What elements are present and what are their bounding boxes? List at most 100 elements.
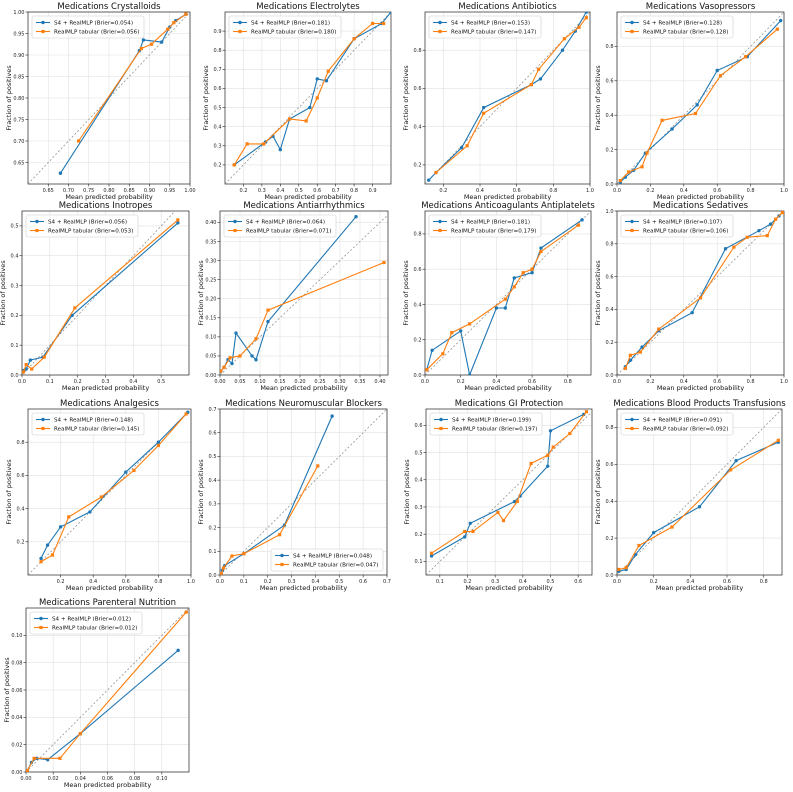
legend-marker xyxy=(280,553,284,558)
data-point xyxy=(512,276,516,280)
y-tick-label: 0.40 xyxy=(205,220,216,226)
data-point xyxy=(222,365,226,369)
data-point xyxy=(690,310,694,315)
legend: S4 + RealMLP (Brier=0.148) RealMLP tabula… xyxy=(31,412,145,436)
data-point xyxy=(389,12,391,14)
x-tick-label: 1.0 xyxy=(187,579,195,585)
plot-area xyxy=(426,410,592,575)
legend-label: S4 + RealMLP (Brier=0.064) xyxy=(246,220,325,226)
y-tick-label: 0.6 xyxy=(415,423,423,429)
perfect-calibration-line xyxy=(426,411,592,575)
y-axis-label: Fraction of positives xyxy=(0,260,7,326)
data-point xyxy=(459,145,464,150)
data-point xyxy=(172,21,176,25)
legend-label: RealMLP tabular (Brier=0.179) xyxy=(451,229,536,235)
x-axis-label: Mean predicted probability xyxy=(657,384,745,392)
plot-frame xyxy=(25,607,190,773)
legend-marker xyxy=(41,417,45,422)
y-tick-label: 0.6 xyxy=(414,86,422,92)
x-axis-label: Mean predicted probability xyxy=(264,193,352,201)
data-point xyxy=(230,361,234,366)
y-tick-label: 0.3 xyxy=(209,502,217,508)
legend-label: RealMLP tabular (Brier=0.145) xyxy=(54,427,139,433)
data-point xyxy=(539,249,543,254)
y-tick-label: 0.4 xyxy=(606,499,614,505)
legend: S4 + RealMLP (Brier=0.199) RealMLP tabula… xyxy=(429,412,543,436)
legend-label: RealMLP tabular (Brier=0.047) xyxy=(293,563,378,569)
data-point xyxy=(715,68,719,73)
data-point xyxy=(693,111,698,116)
series-line xyxy=(78,13,187,142)
x-tick-label: 0.3 xyxy=(102,379,110,385)
data-point xyxy=(330,414,334,418)
y-tick-label: 0.4 xyxy=(17,506,25,512)
y-tick-label: 0.2 xyxy=(414,163,422,169)
data-point xyxy=(745,235,749,239)
y-tick-label: 0.8 xyxy=(214,48,222,54)
y-tick-label: 0.8 xyxy=(606,242,614,248)
chart-title: Medications Electrolytes xyxy=(256,2,360,12)
x-tick-label: 0.6 xyxy=(122,579,130,585)
y-tick-label: 0.10 xyxy=(205,335,216,341)
data-point xyxy=(99,495,103,499)
legend-marker xyxy=(35,219,39,224)
x-tick-label: 0.8 xyxy=(760,579,768,585)
y-tick-label: 0.8 xyxy=(17,440,25,446)
data-point xyxy=(73,306,77,310)
y-tick-label: 0.2 xyxy=(606,340,614,346)
calibration-chart: Medications Crystalloids 0.65 0.70 0.75 0.80… xyxy=(5,2,196,201)
data-point xyxy=(429,551,434,555)
data-point xyxy=(660,118,664,122)
x-axis-label: Mean predicted probability xyxy=(465,584,553,592)
plot-frame xyxy=(224,11,392,185)
data-point xyxy=(546,453,550,457)
plot-frame xyxy=(425,408,593,576)
y-tick-label: 0.0 xyxy=(11,373,19,379)
y-tick-label: 0.5 xyxy=(11,224,19,230)
x-tick-label: 0.2 xyxy=(650,579,658,585)
legend-label: RealMLP tabular (Brier=0.012) xyxy=(52,626,137,632)
legend-label: S4 + RealMLP (Brier=0.054) xyxy=(54,21,133,27)
x-tick-label: 0.7 xyxy=(383,579,391,585)
data-point xyxy=(28,358,33,362)
legend-marker xyxy=(233,228,237,233)
plot-frame xyxy=(21,210,190,376)
y-tick-label: 0.2 xyxy=(606,536,614,542)
x-tick-label: 0.3 xyxy=(288,579,296,585)
series-line xyxy=(220,216,357,372)
legend-label: RealMLP tabular (Brier=0.053) xyxy=(48,229,133,235)
y-axis-label: Fraction of positives xyxy=(5,65,13,131)
data-point xyxy=(623,366,627,371)
data-point xyxy=(234,331,238,335)
legend-box xyxy=(31,15,145,39)
data-point xyxy=(184,610,188,614)
legend-box xyxy=(620,214,734,238)
legend-marker xyxy=(438,20,442,25)
data-point xyxy=(58,525,63,529)
data-point xyxy=(551,445,555,449)
y-tick-label: 0.4 xyxy=(606,113,614,119)
y-tick-label: 0.02 xyxy=(11,742,22,748)
y-tick-label: 0.10 xyxy=(11,633,22,639)
series-line xyxy=(431,413,584,557)
y-axis-label: Fraction of positives xyxy=(594,260,602,326)
data-point xyxy=(501,518,506,523)
plot-frame xyxy=(616,408,783,576)
legend-marker xyxy=(630,228,634,233)
y-tick-label: 0.0 xyxy=(209,573,217,579)
data-point xyxy=(628,353,632,357)
x-tick-label: 0.10 xyxy=(156,776,167,782)
plot-area xyxy=(22,211,180,375)
x-tick-label: 0.30 xyxy=(334,379,345,385)
y-tick-label: 0.4 xyxy=(209,478,217,484)
x-tick-label: 0.4 xyxy=(476,188,484,194)
y-tick-label: 1.0 xyxy=(606,209,614,215)
data-point xyxy=(287,117,292,121)
legend-marker xyxy=(630,219,634,224)
data-point xyxy=(560,48,565,52)
x-tick-label: 0.0 xyxy=(613,579,621,585)
data-point xyxy=(156,443,160,448)
legend-marker xyxy=(630,20,634,25)
plot-area xyxy=(225,12,391,184)
